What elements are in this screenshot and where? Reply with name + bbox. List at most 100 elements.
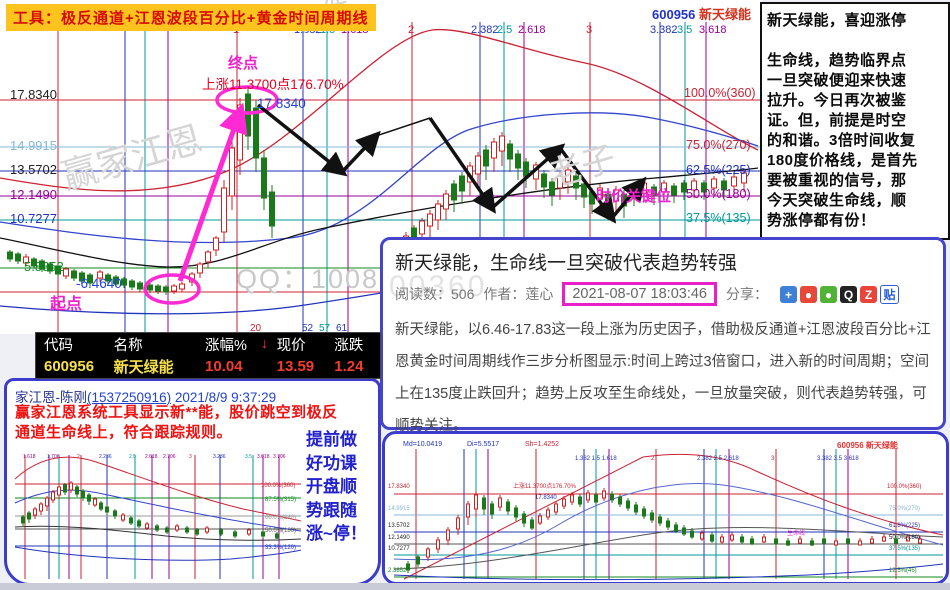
candle	[514, 507, 518, 518]
candle	[93, 498, 97, 506]
candle	[147, 284, 153, 291]
candle	[261, 531, 265, 537]
col-change-pct[interactable]: 涨幅%	[205, 337, 247, 354]
candle	[846, 538, 850, 544]
qzone-icon[interactable]: Z	[860, 286, 878, 303]
candle	[165, 527, 169, 533]
weibo-icon[interactable]: ●	[800, 286, 818, 303]
wechat-icon[interactable]: ●	[820, 286, 838, 303]
candle	[701, 182, 707, 193]
candle	[197, 263, 203, 274]
candle	[651, 186, 657, 197]
candle	[137, 282, 143, 290]
candle	[87, 494, 91, 502]
candle	[459, 175, 465, 192]
share-plus-icon[interactable]: +	[780, 286, 798, 303]
mini-analysis-panel: Md=10.0419 Di=5.5517 Sh=1.4252 17.8340 14.99…	[382, 431, 949, 585]
candle	[626, 500, 630, 509]
col-change: 涨跌	[334, 337, 364, 354]
candle	[858, 540, 862, 546]
candle	[499, 135, 505, 152]
start-circle	[143, 273, 201, 305]
candle	[786, 540, 790, 546]
message-datetime: 2021/8/9 9:37:29	[174, 390, 277, 405]
candle	[233, 531, 237, 537]
candle	[810, 540, 814, 546]
candle	[682, 527, 686, 535]
candle	[578, 496, 582, 505]
quote-row-600956[interactable]: 600956 新天绿能 10.04 13.59 1.24	[36, 355, 380, 377]
qq-icon[interactable]: Q	[840, 286, 858, 303]
candle	[530, 519, 534, 529]
candle	[39, 260, 45, 270]
candle	[586, 492, 590, 501]
candle	[730, 534, 734, 541]
candle	[27, 512, 31, 520]
candle	[436, 539, 440, 550]
candle	[750, 538, 754, 545]
candle	[47, 263, 53, 272]
candle	[261, 157, 267, 199]
candle	[269, 191, 275, 227]
candle	[79, 272, 85, 282]
trend-arrow	[177, 102, 248, 282]
candle	[674, 524, 678, 532]
candle	[570, 494, 574, 503]
stock-name: 新天绿能	[699, 7, 752, 22]
candle	[205, 251, 211, 263]
candle	[798, 538, 802, 544]
candle	[594, 494, 598, 503]
candle	[482, 497, 486, 510]
commentary-note: 新天绿能，喜迎涨停 生命线，趋势临界点 一旦突破便迎来快速 拉升。今日再次被鉴 …	[760, 2, 950, 240]
candle	[185, 527, 189, 533]
candle	[99, 502, 103, 510]
candle	[121, 514, 125, 521]
cell-change: 1.24	[334, 357, 364, 375]
candle	[671, 185, 677, 196]
candle	[573, 175, 579, 189]
candle	[541, 173, 547, 188]
mini-chart-left	[14, 455, 302, 579]
tieba-icon[interactable]: 贴	[880, 284, 900, 304]
candle	[554, 503, 558, 513]
candle	[97, 271, 103, 279]
candle	[33, 508, 37, 516]
candle	[658, 516, 662, 524]
zigzag-arrows	[256, 103, 647, 224]
candle	[219, 529, 223, 535]
candle	[419, 220, 425, 235]
candle	[661, 182, 667, 193]
alert-text: 赢家江恩系统工具显示新**能，股价跳空到极反 通道生命线上，符合跟踪规则。	[15, 404, 338, 441]
vertical-note: 提前做 好功课 开盘顺 势跟随 涨~停！	[306, 430, 367, 543]
candle	[882, 536, 886, 542]
candle	[474, 494, 478, 510]
candle	[610, 493, 614, 501]
candle	[731, 176, 737, 187]
sort-desc-icon[interactable]: ↓	[260, 336, 268, 352]
candle	[507, 143, 513, 160]
candle	[498, 497, 502, 508]
candle	[483, 149, 489, 167]
candle	[641, 182, 647, 194]
sender-qq-link[interactable]: (1537250916)	[87, 390, 172, 405]
candle	[51, 491, 55, 501]
quote-header-row: 代码 名称 涨幅% ↓ 现价 涨跌	[36, 333, 380, 355]
candle	[21, 516, 25, 524]
candle	[427, 213, 433, 227]
candle	[605, 193, 611, 207]
candle	[55, 265, 61, 275]
qq-message-panel: 家江恩-陈刚(1537250916) 2021/8/9 9:37:29 赢家江恩…	[4, 378, 381, 586]
candle	[435, 203, 441, 221]
candle	[443, 193, 449, 210]
candle	[247, 529, 251, 535]
candle	[522, 513, 526, 524]
candle	[406, 563, 410, 571]
candle	[163, 286, 169, 293]
candle	[57, 486, 61, 496]
publish-datetime: 2021-08-07 18:03:46	[562, 282, 718, 306]
candle	[451, 183, 457, 201]
candle	[475, 155, 481, 175]
candle	[690, 530, 694, 538]
tool-banner: 工具：极反通道+江恩波段百分比+黄金时间周期线	[6, 4, 376, 31]
candle	[205, 527, 209, 533]
